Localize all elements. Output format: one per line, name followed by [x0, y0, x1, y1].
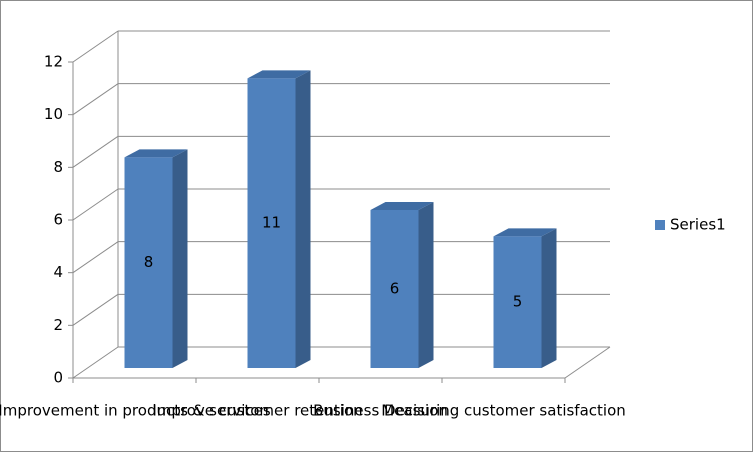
y-tick-label: 12 — [44, 53, 63, 71]
x-tick-label: Business Decision — [313, 402, 448, 420]
bar-side — [418, 202, 434, 368]
bar-top — [247, 70, 311, 79]
floor-edge — [564, 346, 611, 379]
grid-line — [72, 293, 119, 326]
bar-top — [124, 149, 188, 158]
y-tick-label: 4 — [53, 263, 63, 281]
bar-side — [295, 70, 311, 368]
x-tick-label: Improve customer retention — [152, 402, 362, 420]
grid-line — [72, 346, 119, 379]
bar-front — [493, 236, 542, 368]
bar-top — [370, 202, 434, 210]
bar-side — [172, 149, 188, 368]
grid-line — [72, 83, 119, 116]
bar — [370, 202, 434, 368]
data-label: 5 — [513, 293, 523, 311]
grid-line — [72, 30, 119, 63]
bar-front — [124, 157, 173, 368]
x-tick-label: Measuring customer satisfaction — [381, 402, 626, 420]
legend-swatch — [655, 220, 665, 230]
grid-line — [72, 135, 119, 168]
bar-side — [541, 228, 557, 368]
bar-front — [247, 78, 296, 368]
data-label: 6 — [390, 280, 400, 298]
bar-front — [370, 210, 419, 368]
y-tick-label: 2 — [53, 316, 63, 334]
data-label: 11 — [262, 214, 281, 232]
grid-line — [72, 241, 119, 274]
y-tick-label: 0 — [53, 369, 63, 387]
y-tick-label: 8 — [53, 158, 63, 176]
data-label: 8 — [144, 253, 154, 271]
bar — [124, 149, 188, 368]
x-tick-label: Improvement in products & services — [0, 402, 271, 420]
bar — [247, 70, 311, 368]
bar — [493, 228, 557, 368]
y-tick-label: 6 — [53, 211, 63, 229]
grid-line — [72, 188, 119, 221]
bar-top — [493, 228, 557, 237]
legend-label: Series1 — [670, 216, 726, 234]
y-tick-label: 10 — [44, 105, 63, 123]
